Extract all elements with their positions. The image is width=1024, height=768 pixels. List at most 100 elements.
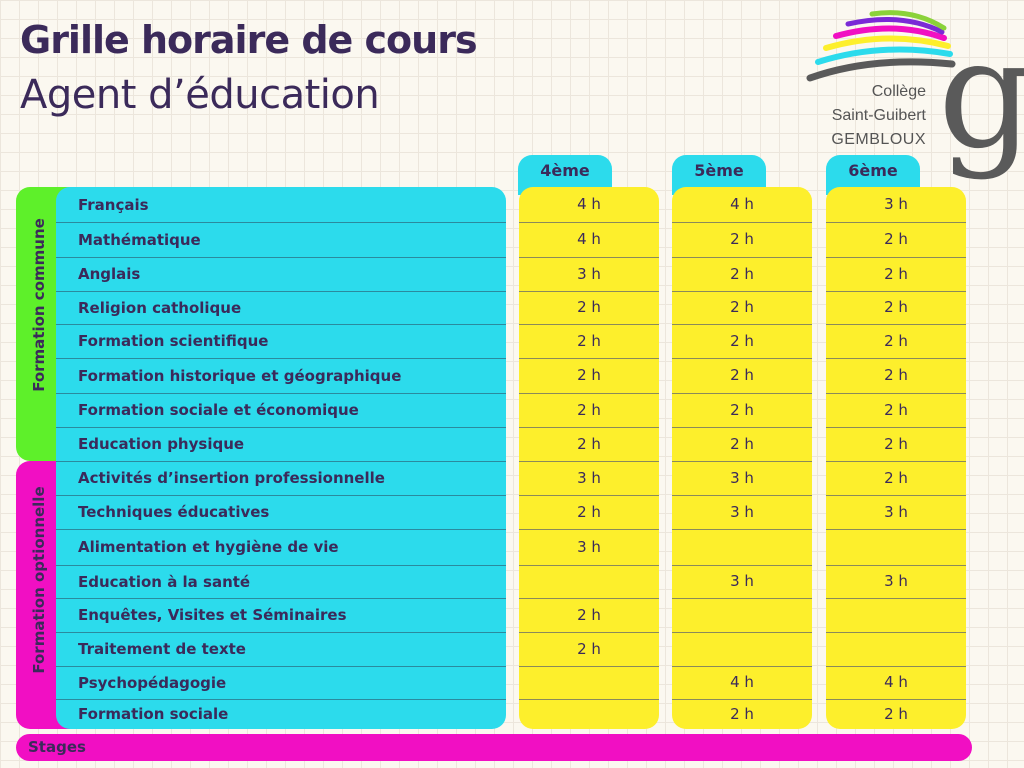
school-logo: Collège Saint-Guibert GEMBLOUX — [802, 6, 1024, 176]
stages-bar: Stages — [16, 734, 972, 761]
subject-row: Alimentation et hygiène de vie — [78, 538, 339, 556]
row-divider — [56, 291, 506, 292]
subject-row: Techniques éducatives — [78, 503, 270, 521]
row-divider — [519, 495, 659, 496]
row-divider — [519, 598, 659, 599]
hours-cell: 2 h — [730, 265, 754, 283]
hours-cell: 2 h — [884, 298, 908, 316]
hours-column-6eme: 3 h 2 h 2 h 2 h 2 h 2 h 2 h 2 h 2 h 3 h 3 h 4 h 2 h — [826, 187, 966, 729]
row-divider — [672, 291, 812, 292]
hours-cell — [519, 666, 659, 699]
row-divider — [826, 358, 966, 359]
row-divider — [56, 257, 506, 258]
hours-cell: 2 h — [884, 401, 908, 419]
row-divider — [56, 324, 506, 325]
row-divider — [672, 565, 812, 566]
row-divider — [826, 598, 966, 599]
hours-cell: 2 h — [730, 435, 754, 453]
subject-row: Psychopédagogie — [78, 673, 227, 692]
row-divider — [826, 291, 966, 292]
hours-cell: 2 h — [730, 332, 754, 350]
hours-cell: 3 h — [730, 572, 754, 590]
row-divider — [826, 324, 966, 325]
row-divider — [826, 222, 966, 223]
row-divider — [56, 666, 506, 667]
hours-cell: 2 h — [884, 469, 908, 487]
row-divider — [672, 699, 812, 700]
row-divider — [672, 666, 812, 667]
hours-cell — [826, 632, 966, 666]
hours-cell — [672, 529, 812, 565]
hours-cell: 2 h — [884, 366, 908, 384]
hours-cell: 2 h — [730, 401, 754, 419]
hours-cell: 2 h — [577, 332, 601, 350]
row-divider — [519, 358, 659, 359]
row-divider — [519, 427, 659, 428]
hours-cell: 3 h — [884, 503, 908, 521]
group-label-optionnelle: Formation optionnelle — [30, 486, 48, 674]
row-divider — [672, 324, 812, 325]
row-divider — [672, 495, 812, 496]
hours-cell: 4 h — [577, 230, 601, 248]
row-divider — [56, 565, 506, 566]
hours-cell — [672, 632, 812, 666]
row-divider — [672, 598, 812, 599]
hours-cell: 2 h — [577, 298, 601, 316]
row-divider — [519, 666, 659, 667]
row-divider — [56, 358, 506, 359]
subject-row: Education à la santé — [78, 572, 251, 591]
row-divider — [672, 427, 812, 428]
row-divider — [826, 699, 966, 700]
subject-row: Formation sociale et économique — [78, 401, 359, 419]
hours-cell: 2 h — [577, 401, 601, 419]
logo-letter-g: g — [938, 8, 1024, 182]
hours-cell — [826, 529, 966, 565]
page-subtitle: Agent d’éducation — [20, 72, 380, 118]
row-divider — [519, 565, 659, 566]
hours-cell: 3 h — [884, 572, 908, 590]
page-title: Grille horaire de cours — [20, 18, 478, 62]
row-divider — [672, 393, 812, 394]
row-divider — [56, 222, 506, 223]
subject-row: Enquêtes, Visites et Séminaires — [78, 606, 347, 624]
hours-cell: 3 h — [577, 538, 601, 556]
row-divider — [519, 257, 659, 258]
hours-cell: 2 h — [730, 366, 754, 384]
hours-cell — [672, 598, 812, 632]
subject-row: Religion catholique — [78, 298, 242, 317]
row-divider — [519, 324, 659, 325]
hours-cell: 2 h — [884, 332, 908, 350]
row-divider — [56, 461, 506, 462]
row-divider — [519, 393, 659, 394]
subject-row: Traitement de texte — [78, 640, 246, 658]
row-divider — [672, 461, 812, 462]
row-divider — [56, 393, 506, 394]
row-divider — [826, 393, 966, 394]
row-divider — [672, 222, 812, 223]
hours-cell: 2 h — [730, 298, 754, 316]
row-divider — [826, 495, 966, 496]
row-divider — [826, 632, 966, 633]
hours-cell: 2 h — [884, 435, 908, 453]
subject-row: Anglais — [78, 265, 141, 283]
hours-cell: 2 h — [884, 705, 908, 723]
logo-line-1: Collège — [871, 83, 926, 100]
hours-cell: 4 h — [577, 195, 601, 213]
hours-cell — [826, 598, 966, 632]
hours-cell: 2 h — [577, 606, 601, 624]
row-divider — [56, 495, 506, 496]
row-divider — [519, 699, 659, 700]
hours-cell: 2 h — [577, 366, 601, 384]
row-divider — [56, 427, 506, 428]
row-divider — [826, 666, 966, 667]
hours-column-4eme: 4 h 4 h 3 h 2 h 2 h 2 h 2 h 2 h 3 h 2 h 3 h 2 h 2 h — [519, 187, 659, 729]
subject-row: Français — [78, 195, 149, 214]
row-divider — [519, 291, 659, 292]
hours-cell: 2 h — [730, 705, 754, 723]
hours-cell: 2 h — [577, 503, 601, 521]
row-divider — [56, 529, 506, 530]
row-divider — [826, 257, 966, 258]
row-divider — [672, 358, 812, 359]
subject-row: Formation scientifique — [78, 332, 269, 350]
hours-cell: 2 h — [577, 435, 601, 453]
